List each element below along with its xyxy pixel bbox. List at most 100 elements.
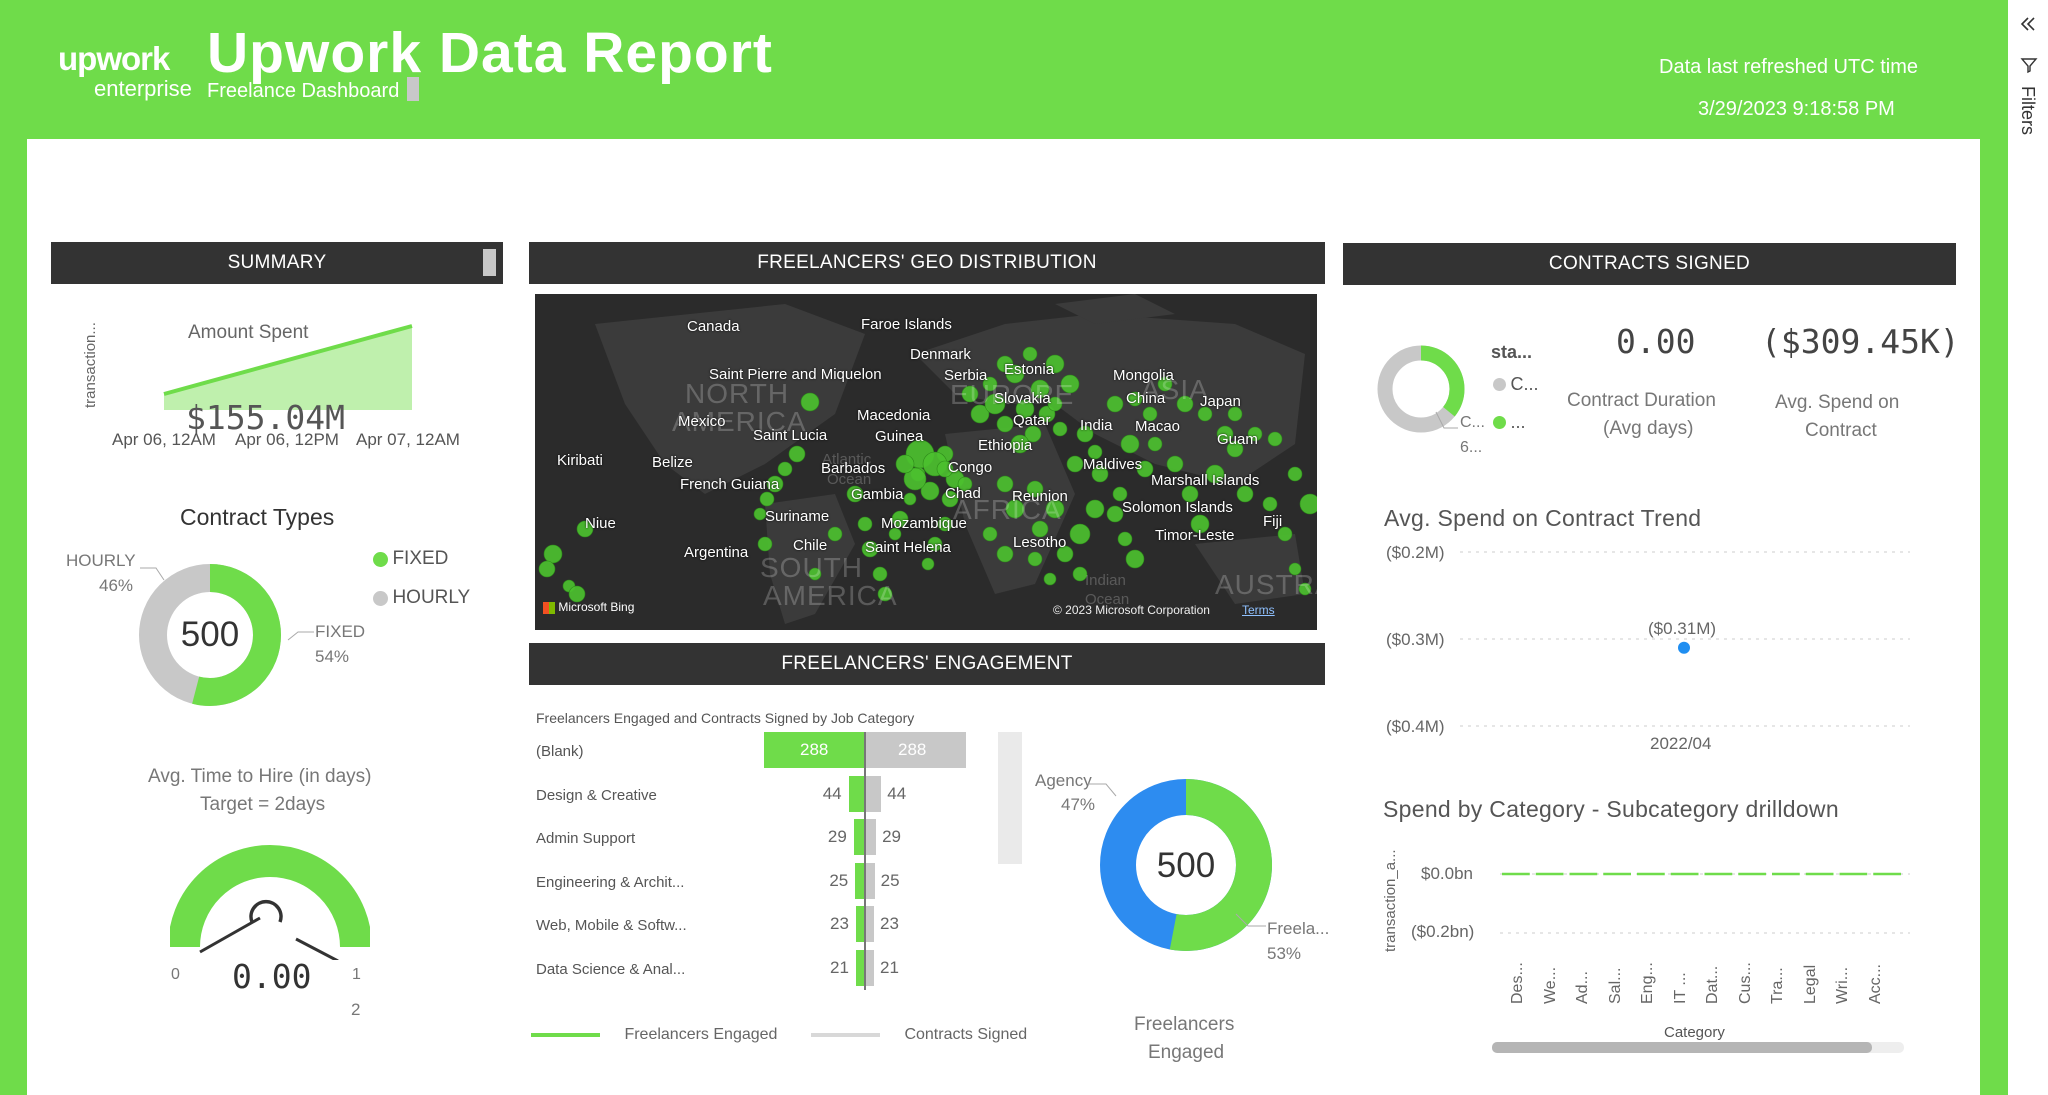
map-bubble[interactable] <box>1069 523 1091 545</box>
map-bubble[interactable] <box>1197 406 1213 422</box>
map-bubble[interactable] <box>1026 480 1044 498</box>
category-scroll-thumb[interactable] <box>1492 1042 1872 1053</box>
map-bubbles[interactable] <box>535 294 1317 630</box>
map-bubble[interactable] <box>970 404 990 424</box>
map-bubble[interactable] <box>1262 496 1278 512</box>
map-bubble[interactable] <box>1043 572 1057 586</box>
map-bubble[interactable] <box>800 392 820 412</box>
map-bubble[interactable] <box>1015 399 1035 419</box>
map-bubble[interactable] <box>1298 582 1312 596</box>
signed-bar[interactable] <box>866 819 877 856</box>
engaged-bar[interactable] <box>848 775 864 812</box>
engaged-bar[interactable] <box>764 732 864 768</box>
legend-engaged[interactable]: Freelancers Engaged <box>531 1026 777 1044</box>
map-bubble[interactable] <box>543 544 563 564</box>
map-bubble[interactable] <box>846 485 864 503</box>
chart-scrollbar[interactable] <box>998 732 1022 864</box>
filters-label[interactable]: Filters <box>2018 86 2038 135</box>
map-bubble[interactable] <box>1060 374 1080 394</box>
map-bubble[interactable] <box>1045 499 1065 519</box>
map-bubble[interactable] <box>877 586 893 602</box>
map-bubble[interactable] <box>861 540 879 558</box>
map-bubble[interactable] <box>777 461 793 477</box>
map-bubble[interactable] <box>857 516 873 532</box>
status-legend-item-1[interactable]: C... <box>1493 374 1538 395</box>
map-bubble[interactable] <box>936 460 954 478</box>
filter-pane[interactable]: Filters <box>2008 0 2048 1095</box>
map-bubble[interactable] <box>1299 493 1317 515</box>
map-bubble[interactable] <box>895 454 915 474</box>
map-bubble[interactable] <box>961 385 979 403</box>
map-bubble[interactable] <box>927 536 943 552</box>
status-legend-item-2[interactable]: ... <box>1493 412 1525 433</box>
map-bubble[interactable] <box>753 507 767 521</box>
map-bubble[interactable] <box>1024 425 1042 443</box>
map-bubble[interactable] <box>982 526 998 542</box>
map-bubble[interactable] <box>1010 434 1030 454</box>
map-bubble[interactable] <box>984 393 1006 415</box>
map-bubble[interactable] <box>788 445 806 463</box>
map-bubble[interactable] <box>1181 485 1199 503</box>
map-bubble[interactable] <box>1277 526 1293 542</box>
map-bubble[interactable] <box>1027 551 1043 567</box>
map-bubble[interactable] <box>1076 425 1094 443</box>
signed-bar[interactable] <box>866 732 966 768</box>
trend-plot[interactable] <box>1460 550 1910 730</box>
map-bubble[interactable] <box>1106 395 1124 413</box>
map-bubble[interactable] <box>1147 436 1163 452</box>
map-bubble[interactable] <box>538 560 556 578</box>
map-bubble[interactable] <box>1056 545 1074 563</box>
time-to-hire-gauge[interactable] <box>170 830 370 960</box>
funnel-icon[interactable] <box>2020 56 2038 79</box>
map-bubble[interactable] <box>1216 425 1234 443</box>
map-bubble[interactable] <box>982 376 998 392</box>
map-bubble[interactable] <box>1091 465 1109 483</box>
map-bubble[interactable] <box>996 355 1014 373</box>
map-bubble[interactable] <box>1287 466 1303 482</box>
map-bubble[interactable] <box>996 475 1014 493</box>
map-bubble[interactable] <box>1120 434 1140 454</box>
map-bubble[interactable] <box>1288 562 1302 576</box>
map-bubble[interactable] <box>827 526 843 542</box>
map-bubble[interactable] <box>1087 444 1103 460</box>
engaged-bar[interactable] <box>856 906 864 943</box>
map-bubble[interactable] <box>1205 464 1225 484</box>
map-bubble[interactable] <box>1066 455 1084 473</box>
map-bubble[interactable] <box>1022 346 1038 362</box>
map-bubble[interactable] <box>1142 406 1158 422</box>
map-bubble[interactable] <box>757 536 773 552</box>
map-bubble[interactable] <box>957 476 973 492</box>
map-bubble[interactable] <box>1072 566 1088 582</box>
map-bubble[interactable] <box>1267 431 1283 447</box>
map-bubble[interactable] <box>1112 486 1128 502</box>
map-bubble[interactable] <box>920 481 940 501</box>
map-bubble[interactable] <box>1226 440 1244 458</box>
map-bubble[interactable] <box>808 567 822 581</box>
map-bubble[interactable] <box>1227 406 1243 422</box>
map-bubble[interactable] <box>1176 395 1194 413</box>
engaged-bar[interactable] <box>853 819 864 856</box>
map-bubble[interactable] <box>872 566 888 582</box>
engaged-bar[interactable] <box>856 950 864 986</box>
geo-map[interactable]: NORTH AMERICA EUROPE ASIA AFRICA SOUTH A… <box>535 294 1317 630</box>
signed-bar[interactable] <box>866 950 874 986</box>
map-bubble[interactable] <box>903 467 927 491</box>
signed-bar[interactable] <box>866 906 874 943</box>
map-bubble[interactable] <box>937 516 953 532</box>
signed-bar[interactable] <box>866 775 882 812</box>
map-bubble[interactable] <box>996 415 1014 433</box>
map-bubble[interactable] <box>1127 391 1143 407</box>
map-bubble[interactable] <box>891 510 909 528</box>
engaged-bar[interactable] <box>855 862 864 899</box>
map-bubble[interactable] <box>888 527 902 541</box>
map-bubble[interactable] <box>1031 520 1049 538</box>
category-scroll-track[interactable] <box>1492 1042 1904 1053</box>
engagement-donut[interactable]: 500 <box>1096 775 1276 955</box>
map-bubble[interactable] <box>766 475 784 493</box>
map-bubble[interactable] <box>921 557 935 571</box>
map-bubble[interactable] <box>759 491 775 507</box>
map-bubble[interactable] <box>903 492 917 506</box>
map-bubble[interactable] <box>1166 455 1184 473</box>
map-bubble[interactable] <box>1157 376 1173 392</box>
map-bubble[interactable] <box>1125 549 1145 569</box>
